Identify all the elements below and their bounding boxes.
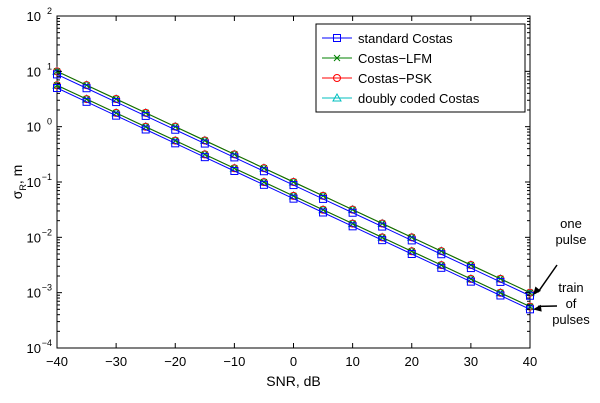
series-layer [52, 66, 535, 314]
y-tick-label: 10 [27, 286, 41, 301]
data-point [53, 83, 61, 92]
legend-swatch-marker [332, 92, 342, 102]
annotation-arrowhead [533, 286, 541, 296]
data-point [112, 111, 121, 120]
data-point [230, 153, 239, 162]
x-tick-label: 20 [405, 354, 419, 369]
legend-label: Costas−PSK [358, 71, 432, 86]
data-point [466, 264, 475, 273]
data-point [319, 194, 328, 203]
data-point [378, 236, 387, 245]
data-point [141, 111, 150, 120]
x-tick-label: 40 [523, 354, 537, 369]
data-point [200, 139, 209, 148]
x-axis-label: SNR, dB [266, 373, 320, 389]
annotation-text: pulses [552, 312, 590, 327]
data-point [348, 222, 357, 231]
data-point [171, 125, 180, 134]
data-point [407, 249, 416, 258]
annotation-text: train [558, 280, 583, 295]
annotation-arrowhead [533, 304, 542, 312]
x-tick-label: −10 [223, 354, 245, 369]
data-point [259, 180, 268, 189]
data-point [437, 263, 446, 272]
y-tick-exponent: −1 [42, 172, 52, 182]
annotation-arrow [537, 264, 558, 293]
y-tick-exponent: 2 [47, 6, 52, 16]
series-standard-costas [53, 83, 534, 314]
x-tick-label: 0 [290, 354, 297, 369]
data-point [230, 166, 239, 175]
legend-swatch-marker [333, 34, 341, 42]
y-tick-label: 10 [27, 9, 41, 24]
x-tick-label: −20 [164, 354, 186, 369]
data-point [259, 167, 268, 176]
x-tick-label: 30 [464, 354, 478, 369]
legend-swatch-marker [333, 54, 341, 62]
series-standard-costas [53, 70, 534, 300]
y-label-subscript: R [18, 184, 28, 191]
series-costas-lfm [53, 81, 534, 310]
y-axis-label: σR, m [9, 165, 28, 200]
legend-swatch-marker [333, 74, 341, 82]
y-label-sigma: σ [9, 190, 25, 199]
y-tick-label: 10 [27, 230, 41, 245]
y-tick-label: 10 [27, 175, 41, 190]
annotation-text: of [566, 296, 577, 311]
data-point [348, 208, 357, 217]
y-tick-label: 10 [27, 341, 41, 356]
data-point [289, 194, 298, 203]
data-point [319, 208, 328, 217]
data-point [496, 277, 505, 286]
data-point [200, 153, 209, 162]
x-tick-label: −40 [46, 354, 68, 369]
series-line [56, 87, 531, 310]
data-point [378, 222, 387, 231]
y-tick-exponent: 0 [47, 117, 52, 127]
series-line [56, 73, 531, 297]
x-tick-label: −30 [105, 354, 127, 369]
data-point [407, 236, 416, 245]
legend: standard Costas Costas−LFM Costas−PSK doubl… [315, 23, 526, 113]
data-point [141, 125, 150, 134]
data-point [82, 84, 91, 93]
data-point [112, 98, 121, 107]
legend-box [315, 23, 526, 113]
data-point [82, 97, 91, 106]
data-point [437, 250, 446, 259]
annotation-text: pulse [555, 232, 586, 247]
y-tick-label: 10 [27, 64, 41, 79]
y-tick-exponent: −2 [42, 227, 52, 237]
legend-label: Costas−LFM [358, 51, 432, 66]
y-label-unit: , m [9, 165, 25, 184]
x-tick-label: 10 [345, 354, 359, 369]
y-tick-exponent: 1 [47, 61, 52, 71]
data-point [466, 277, 475, 286]
y-tick-label: 10 [27, 120, 41, 135]
data-point [289, 181, 298, 190]
data-point [171, 139, 180, 148]
legend-label: standard Costas [358, 31, 453, 46]
data-point [496, 291, 505, 300]
y-tick-exponent: −4 [42, 338, 52, 348]
annotation-text: one [560, 216, 582, 231]
legend-label: doubly coded Costas [358, 91, 480, 106]
y-tick-exponent: −3 [42, 283, 52, 293]
